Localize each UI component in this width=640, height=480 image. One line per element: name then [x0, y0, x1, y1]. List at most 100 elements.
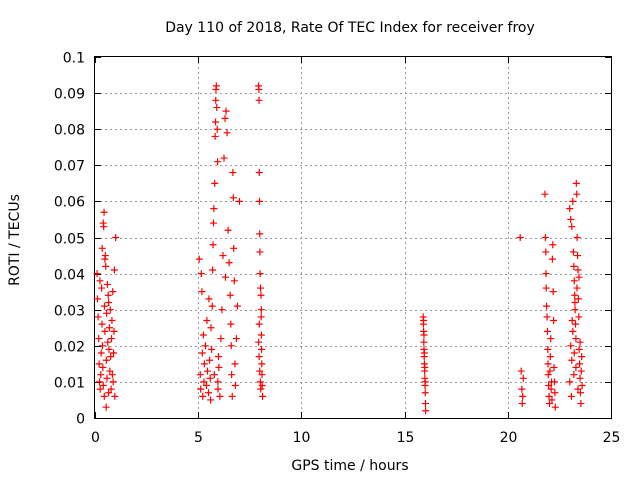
data-point	[257, 385, 265, 393]
data-point	[107, 385, 115, 393]
data-point	[571, 298, 579, 306]
data-point	[420, 338, 428, 346]
data-point	[104, 291, 112, 299]
data-point	[209, 219, 217, 227]
data-point	[95, 360, 103, 368]
data-point	[257, 284, 265, 292]
data-point	[541, 190, 549, 198]
data-point	[422, 407, 430, 415]
data-point	[547, 335, 555, 343]
data-point	[575, 345, 583, 353]
data-point	[574, 295, 582, 303]
data-point	[104, 338, 112, 346]
data-point	[105, 298, 113, 306]
data-point	[235, 197, 243, 205]
y-tick-label: 0.09	[54, 87, 85, 103]
data-point	[542, 248, 550, 256]
data-point	[200, 360, 208, 368]
data-point	[227, 342, 235, 350]
data-point	[98, 244, 106, 252]
data-point	[551, 403, 559, 411]
data-point	[94, 313, 102, 321]
y-tick-label: 0.07	[54, 159, 85, 175]
data-point	[110, 349, 118, 357]
data-point	[197, 270, 205, 278]
data-point	[421, 378, 429, 386]
data-point	[105, 324, 113, 332]
data-point	[198, 288, 206, 296]
y-tick-label: 0.06	[54, 195, 85, 211]
data-point	[575, 313, 583, 321]
data-point	[221, 114, 229, 122]
data-point	[541, 234, 549, 241]
data-point	[568, 223, 576, 231]
data-point	[95, 335, 103, 343]
data-point	[550, 363, 558, 371]
data-point	[516, 234, 524, 241]
data-point	[233, 302, 241, 310]
y-tick-label: 0.01	[54, 376, 85, 392]
y-tick-label: 0	[76, 412, 85, 428]
data-point	[576, 338, 584, 346]
data-point	[232, 335, 240, 343]
data-point	[96, 277, 104, 285]
data-point	[550, 317, 558, 325]
data-point	[210, 205, 218, 213]
y-tick-label: 0.03	[54, 304, 85, 320]
y-tick-label: 0.08	[54, 123, 85, 139]
data-point	[519, 374, 527, 382]
data-point	[518, 400, 526, 408]
data-point	[574, 266, 582, 274]
data-point	[230, 277, 238, 285]
data-point	[106, 367, 114, 375]
data-point	[207, 324, 215, 332]
data-point	[100, 208, 108, 216]
data-point	[201, 342, 209, 350]
data-point	[571, 291, 579, 299]
data-point	[550, 378, 558, 386]
data-point	[203, 317, 211, 325]
data-point	[98, 284, 106, 292]
data-point	[421, 363, 429, 371]
data-point	[206, 356, 214, 364]
data-point	[101, 255, 109, 263]
data-point	[574, 385, 582, 393]
data-point	[546, 353, 554, 361]
data-point	[110, 327, 118, 335]
data-point	[108, 371, 116, 379]
data-point	[219, 252, 227, 260]
x-tick-label: 20	[500, 430, 518, 446]
data-point	[100, 302, 108, 310]
data-point	[259, 392, 267, 400]
data-point	[229, 194, 237, 202]
data-point	[207, 396, 215, 404]
data-point	[106, 306, 114, 314]
data-point	[197, 385, 205, 393]
data-point	[547, 385, 555, 393]
data-point	[214, 353, 222, 361]
data-point	[216, 392, 224, 400]
data-point	[205, 389, 213, 397]
data-point	[212, 118, 220, 126]
data-point	[212, 96, 220, 104]
data-point	[572, 363, 580, 371]
data-point	[551, 389, 559, 397]
grid-lines	[95, 57, 611, 418]
data-point	[255, 353, 263, 361]
data-point	[570, 277, 578, 285]
data-point	[215, 363, 223, 371]
y-axis-label: ROTI / TECUs	[7, 194, 23, 286]
data-point	[518, 385, 526, 393]
data-point	[223, 129, 231, 137]
data-point	[98, 320, 106, 328]
data-point	[206, 374, 214, 382]
x-tick-label: 5	[194, 430, 203, 446]
data-point	[546, 367, 554, 375]
data-point	[103, 280, 111, 288]
data-point	[566, 378, 574, 386]
data-point	[574, 252, 582, 260]
data-point	[96, 385, 104, 393]
data-point	[571, 320, 579, 328]
data-point	[571, 306, 579, 314]
